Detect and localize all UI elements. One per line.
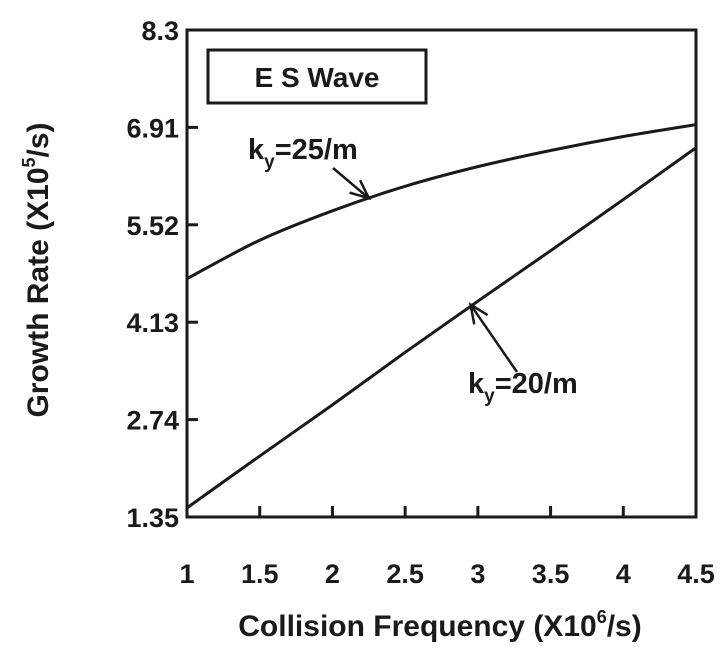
annotation-arrow-shaft <box>469 303 519 373</box>
x-tick-label: 1.5 <box>241 559 279 589</box>
y-axis-ticks: 1.35 2.74 4.13 5.52 6.91 8.3 <box>126 16 198 533</box>
legend-label: E S Wave <box>254 62 379 93</box>
annotation-arrows <box>332 167 519 373</box>
plot-frame <box>185 28 698 519</box>
annotation-ky20-label: ky=20/m <box>468 368 578 407</box>
legend-frame <box>206 48 428 105</box>
axes <box>185 28 698 519</box>
x-tick-label: 3.5 <box>532 559 570 589</box>
series-line-1 <box>186 146 697 510</box>
annotations: ky=25/m ky=20/m <box>248 134 578 407</box>
y-tick-label: 8.3 <box>141 16 179 46</box>
y-tick-label: 1.35 <box>126 503 179 533</box>
x-tick-label: 4 <box>616 559 631 589</box>
x-axis-title: Collision Frequency (X106/s) <box>238 607 641 643</box>
y-tick-label: 5.52 <box>126 211 179 241</box>
x-axis-ticks: 1 1.5 2 2.5 3 3.5 4 4.5 <box>179 506 715 589</box>
annotation-arrow-shaft <box>332 167 370 200</box>
x-tick-label: 3 <box>470 559 485 589</box>
x-tick-label: 2.5 <box>386 559 424 589</box>
x-tick-label: 1 <box>179 559 194 589</box>
legend-box: E S Wave <box>206 48 428 105</box>
y-tick-label: 6.91 <box>126 113 179 143</box>
annotation-arrow-head <box>468 302 489 325</box>
annotation-ky25-label: ky=25/m <box>248 134 358 173</box>
series-lines <box>186 123 697 510</box>
x-tick-label: 2 <box>325 559 340 589</box>
annotation-arrow-head <box>349 179 372 201</box>
x-tick-label: 4.5 <box>677 559 715 589</box>
y-axis-title: Growth Rate (X105/s) <box>19 122 55 417</box>
series-line-0 <box>186 123 697 281</box>
y-tick-label: 2.74 <box>126 406 179 436</box>
y-tick-label: 4.13 <box>126 308 179 338</box>
